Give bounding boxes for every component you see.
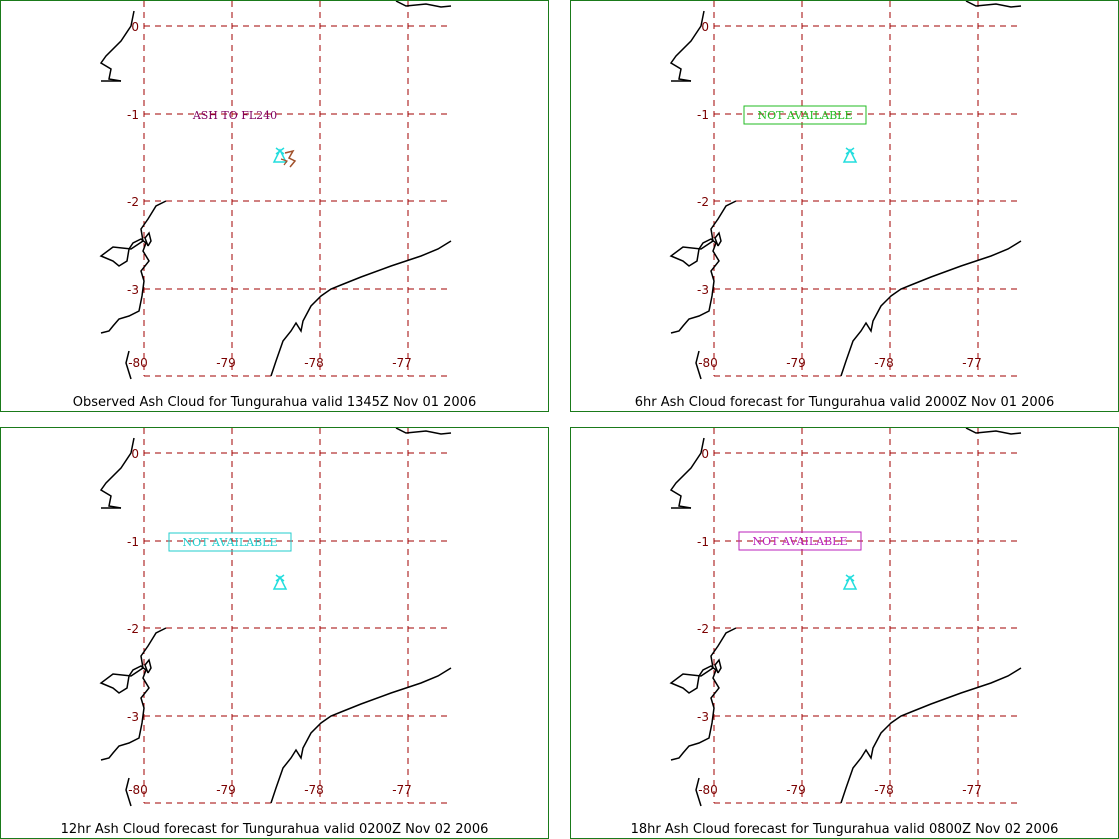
longitude-tick-label: -78 — [874, 356, 894, 370]
coastline — [669, 10, 705, 82]
coastline — [840, 240, 1022, 377]
svg-text:NOT AVAILABLE: NOT AVAILABLE — [182, 536, 277, 549]
latitude-tick-label: -2 — [697, 195, 709, 209]
longitude-tick-label: -80 — [698, 356, 718, 370]
map-panel-12hr: 0 -1 -2 -3 -80 -79 -78 -77 NOT AVAILABLE 12hr As… — [0, 427, 549, 839]
latitude-tick-label: -2 — [697, 622, 709, 636]
coastline — [125, 777, 132, 807]
not-available-label: NOT AVAILABLE — [738, 531, 862, 551]
longitude-tick-label: -78 — [304, 356, 324, 370]
map-graphic: 0 -1 -2 -3 -80 -79 -78 -77 ASH TO FL240 — [99, 1, 452, 380]
panel-caption: Observed Ash Cloud for Tungurahua valid … — [72, 395, 477, 410]
volcano-triangle-icon — [272, 574, 288, 590]
latitude-tick-label: -3 — [697, 283, 709, 297]
coastline — [125, 350, 132, 380]
latitude-tick-label: -1 — [697, 535, 709, 549]
volcano-triangle-icon — [842, 147, 858, 163]
map-graphic: 0 -1 -2 -3 -80 -79 -78 -77 NOT AVAILABLE — [669, 1, 1022, 380]
latitude-tick-label: 0 — [131, 20, 139, 34]
map-graphic: 0 -1 -2 -3 -80 -79 -78 -77 NOT AVAILABLE — [99, 428, 452, 807]
coastline — [669, 437, 705, 509]
latitude-tick-label: -3 — [697, 710, 709, 724]
svg-text:ASH TO FL240: ASH TO FL240 — [192, 109, 277, 122]
latitude-tick-label: 0 — [131, 447, 139, 461]
coastline — [144, 231, 152, 247]
latitude-tick-label: -2 — [127, 195, 139, 209]
longitude-tick-label: -79 — [786, 783, 806, 797]
longitude-tick-label: -78 — [874, 783, 894, 797]
longitude-tick-label: -77 — [392, 356, 412, 370]
panel-caption: 6hr Ash Cloud forecast for Tungurahua va… — [634, 395, 1055, 410]
coastline — [695, 777, 702, 807]
longitude-tick-label: -79 — [216, 783, 236, 797]
coastline — [714, 658, 722, 674]
coastline — [270, 240, 452, 377]
panel-caption: 18hr Ash Cloud forecast for Tungurahua v… — [630, 822, 1059, 837]
longitude-tick-label: -77 — [962, 783, 982, 797]
coastline — [840, 667, 1022, 804]
latitude-tick-label: -1 — [127, 108, 139, 122]
ash-altitude-label: ASH TO FL240 — [192, 109, 277, 122]
ash-cloud-marker-icon — [280, 149, 297, 168]
coastline — [714, 231, 722, 247]
map-panel-18hr: 0 -1 -2 -3 -80 -79 -78 -77 NOT AVAILABLE 18hr As… — [570, 427, 1119, 839]
coastline — [395, 428, 452, 435]
svg-text:NOT AVAILABLE: NOT AVAILABLE — [752, 535, 847, 548]
longitude-tick-label: -80 — [698, 783, 718, 797]
longitude-tick-label: -77 — [392, 783, 412, 797]
coastline — [99, 437, 135, 509]
longitude-tick-label: -77 — [962, 356, 982, 370]
latitude-tick-label: -1 — [697, 108, 709, 122]
coastline — [144, 658, 152, 674]
map-panel-observed: 0 -1 -2 -3 -80 -79 -78 -77 ASH TO FL240 Observed… — [0, 0, 549, 412]
longitude-tick-label: -79 — [786, 356, 806, 370]
latitude-tick-label: -3 — [127, 710, 139, 724]
not-available-label: NOT AVAILABLE — [743, 105, 867, 125]
volcano-triangle-icon — [272, 147, 288, 163]
latitude-tick-label: -3 — [127, 283, 139, 297]
coastline — [395, 1, 452, 8]
svg-text:NOT AVAILABLE: NOT AVAILABLE — [757, 109, 852, 122]
panel-caption: 12hr Ash Cloud forecast for Tungurahua v… — [60, 822, 489, 837]
longitude-tick-label: -79 — [216, 356, 236, 370]
latitude-tick-label: 0 — [701, 20, 709, 34]
latitude-tick-label: 0 — [701, 447, 709, 461]
coastline — [965, 1, 1022, 8]
coastline — [99, 200, 167, 334]
coastline — [99, 627, 167, 761]
longitude-tick-label: -78 — [304, 783, 324, 797]
latitude-tick-label: -2 — [127, 622, 139, 636]
map-panel-6hr: 0 -1 -2 -3 -80 -79 -78 -77 NOT AVAILABLE 6hr Ash… — [570, 0, 1119, 412]
volcano-triangle-icon — [842, 574, 858, 590]
coastline — [965, 428, 1022, 435]
coastline — [99, 10, 135, 82]
latitude-tick-label: -1 — [127, 535, 139, 549]
coastline — [695, 350, 702, 380]
coastline — [669, 627, 737, 761]
not-available-label: NOT AVAILABLE — [168, 532, 292, 552]
longitude-tick-label: -80 — [128, 783, 148, 797]
longitude-tick-label: -80 — [128, 356, 148, 370]
coastline — [669, 200, 737, 334]
map-graphic: 0 -1 -2 -3 -80 -79 -78 -77 NOT AVAILABLE — [669, 428, 1022, 807]
coastline — [270, 667, 452, 804]
